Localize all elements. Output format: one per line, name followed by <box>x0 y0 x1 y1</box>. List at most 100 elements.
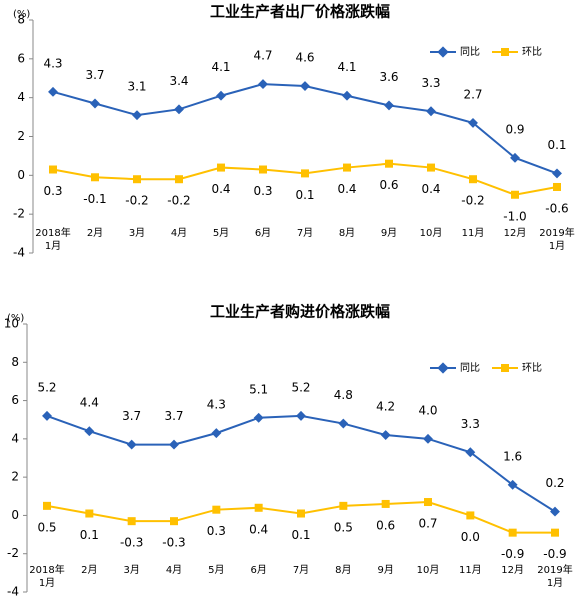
legend-swatch <box>501 48 509 56</box>
data-label: 3.6 <box>379 70 398 84</box>
data-label: 0.1 <box>547 138 566 152</box>
data-label: 4.2 <box>376 400 395 414</box>
point-marker <box>508 528 517 537</box>
data-label: 5.1 <box>249 382 268 396</box>
chart-title: 工业生产者出厂价格涨跌幅 <box>210 3 390 21</box>
y-tick-label: 0 <box>17 168 25 182</box>
point-marker <box>466 511 475 520</box>
point-marker <box>550 506 560 517</box>
point-marker <box>511 190 519 199</box>
point-marker <box>338 418 349 429</box>
x-tick-label: 3月 <box>129 227 145 239</box>
legend-label: 环比 <box>522 362 542 374</box>
x-tick-label: 2019年 1月 <box>537 563 572 589</box>
point-marker <box>216 90 226 101</box>
point-marker <box>43 501 51 510</box>
x-tick-label: 9月 <box>377 564 393 576</box>
data-label: 4.7 <box>253 49 272 63</box>
x-tick-label-line: 1月 <box>547 577 563 589</box>
data-label: 5.2 <box>37 380 56 394</box>
data-label: 4.8 <box>334 388 353 402</box>
point-marker <box>427 163 435 172</box>
x-tick-label: 3月 <box>123 564 139 576</box>
x-tick-label: 2月 <box>81 564 97 576</box>
y-tick-label: 8 <box>11 355 19 369</box>
x-tick-label: 8月 <box>339 227 355 239</box>
point-marker <box>132 110 142 121</box>
x-tick-label-line: 2018年 <box>29 563 64 576</box>
data-label: -0.2 <box>461 194 484 208</box>
x-tick-label-line: 2019年 <box>539 226 574 239</box>
legend-label: 环比 <box>522 46 542 58</box>
point-marker <box>424 498 432 507</box>
legend-label: 同比 <box>460 46 480 58</box>
data-label: -0.1 <box>83 192 106 206</box>
data-label: -0.2 <box>125 194 148 208</box>
data-label: 4.1 <box>211 60 230 74</box>
point-marker <box>174 104 184 115</box>
point-marker <box>465 447 476 458</box>
x-tick-label: 9月 <box>381 227 397 239</box>
point-marker <box>339 501 348 510</box>
x-tick-label: 7月 <box>293 564 309 576</box>
data-label: 3.1 <box>127 80 146 94</box>
x-tick-label: 5月 <box>213 227 229 239</box>
data-label: 0.3 <box>43 184 62 198</box>
chart-title: 工业生产者购进价格涨跌幅 <box>210 303 390 321</box>
x-tick-label: 6月 <box>255 227 271 239</box>
data-label: 0.4 <box>249 522 268 536</box>
data-label: -0.9 <box>501 547 524 561</box>
x-tick-label: 12月 <box>504 227 527 239</box>
point-marker <box>49 165 57 174</box>
point-marker <box>384 100 394 111</box>
data-label: -0.2 <box>167 194 190 208</box>
x-tick-label-line: 2019年 <box>537 563 572 576</box>
x-tick-label: 2018年 1月 <box>35 226 70 252</box>
data-label: -0.3 <box>120 536 143 550</box>
y-tick-label: -2 <box>13 207 25 221</box>
point-marker <box>343 163 351 172</box>
point-marker <box>385 159 393 168</box>
x-tick-label: 2019年 1月 <box>539 226 574 252</box>
point-marker <box>42 410 52 421</box>
unit-label: (%) <box>13 9 30 20</box>
data-label: 0.6 <box>379 178 398 192</box>
point-marker <box>258 79 268 90</box>
x-tick-label: 4月 <box>171 227 187 239</box>
data-label: 3.7 <box>85 68 104 82</box>
x-tick-label: 10月 <box>417 564 440 576</box>
data-label: 4.1 <box>337 60 356 74</box>
y-tick-label: 2 <box>11 470 19 484</box>
data-label: 2.7 <box>463 87 482 101</box>
x-tick-label: 10月 <box>420 227 443 239</box>
point-marker <box>254 503 263 512</box>
y-tick-label: 0 <box>11 508 19 522</box>
data-label: 0.1 <box>295 188 314 202</box>
legend-swatch <box>437 362 449 374</box>
point-marker <box>510 152 520 163</box>
point-marker <box>133 175 141 184</box>
point-marker <box>127 517 136 526</box>
x-tick-label-line: 2018年 <box>35 226 70 239</box>
data-label: 0.1 <box>291 528 310 542</box>
legend-swatch <box>437 46 449 58</box>
point-marker <box>300 81 310 91</box>
y-tick-label: 10 <box>4 317 19 331</box>
point-marker <box>301 169 309 178</box>
data-label: -0.6 <box>545 201 568 215</box>
legend-swatch <box>501 364 509 372</box>
point-marker <box>126 439 137 450</box>
y-tick-label: 2 <box>17 129 25 143</box>
x-tick-label-line: 1月 <box>39 577 55 589</box>
data-label: 4.4 <box>80 396 99 410</box>
point-marker <box>90 98 100 109</box>
data-label: 3.3 <box>461 417 480 431</box>
unit-label: (%) <box>7 313 24 324</box>
point-marker <box>423 433 433 444</box>
point-marker <box>84 426 95 437</box>
data-label: -1.0 <box>503 209 526 223</box>
point-marker <box>426 106 436 117</box>
data-label: 0.4 <box>211 182 230 196</box>
data-label: -0.9 <box>543 547 566 561</box>
point-marker <box>553 182 561 191</box>
